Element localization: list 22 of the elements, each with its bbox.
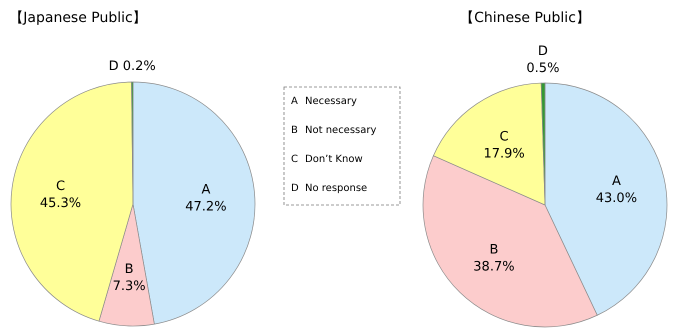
data-label: 47.2%	[185, 200, 227, 215]
data-label: 0.2%	[122, 59, 156, 74]
text: D No response	[291, 183, 368, 194]
chart-title: 【Japanese Public】	[9, 10, 147, 26]
slice-label: B	[124, 262, 134, 278]
text: A Necessary	[291, 96, 357, 107]
slice-label: B	[489, 242, 498, 258]
slice-label: C	[56, 179, 66, 194]
text: C Don’t Know	[291, 154, 363, 165]
text: B Not necessary	[291, 125, 376, 136]
slice-label: D	[538, 44, 548, 60]
data-label: 45.3%	[40, 196, 82, 212]
data-label: 0.5%	[526, 61, 560, 76]
data-label: 38.7%	[473, 259, 515, 274]
data-label: 43.0%	[596, 190, 638, 206]
data-label: 7.3%	[112, 279, 146, 294]
slice-label: C	[500, 129, 509, 144]
slice-label: A	[612, 174, 621, 189]
slice-label: D	[108, 59, 119, 74]
chart-title: 【Chinese Public】	[460, 10, 590, 26]
data-label: 17.9%	[483, 146, 525, 162]
slice-label: A	[201, 182, 210, 198]
